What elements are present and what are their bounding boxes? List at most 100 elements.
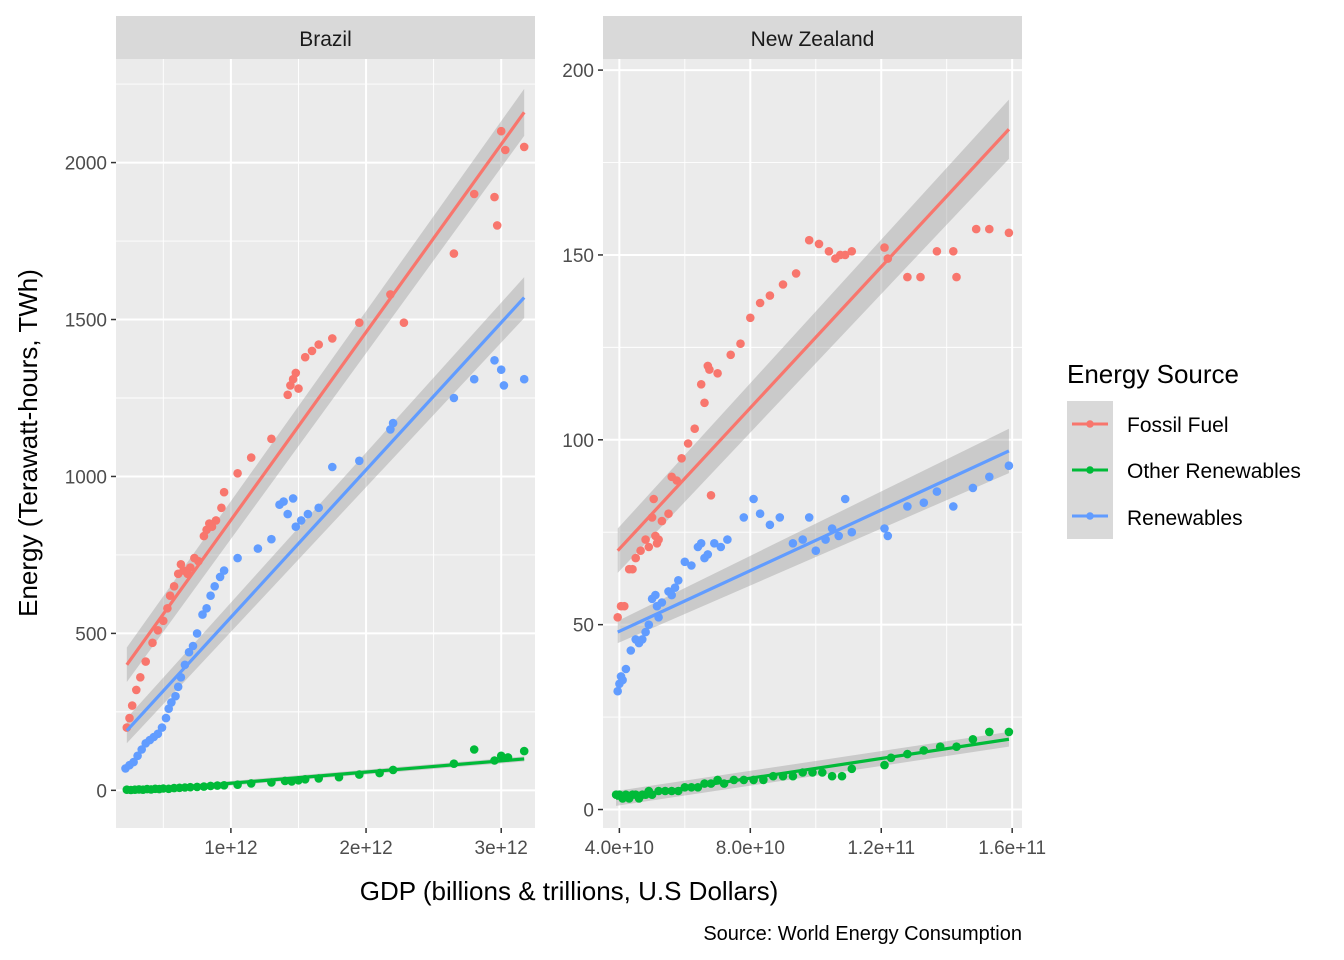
data-point-fossil-fuel bbox=[153, 626, 163, 635]
data-point-fossil-fuel bbox=[804, 235, 814, 245]
x-ticks-brazil: 1e+12 2e+12 3e+12 bbox=[204, 828, 528, 859]
data-point-fossil-fuel bbox=[141, 657, 150, 666]
data-point-fossil-fuel bbox=[916, 272, 925, 282]
data-point-renewables bbox=[388, 418, 398, 428]
data-point-fossil-fuel bbox=[169, 582, 179, 591]
data-point-renewables bbox=[657, 598, 667, 607]
data-point-fossil-fuel bbox=[683, 439, 693, 448]
data-point-fossil-fuel bbox=[880, 243, 889, 252]
data-point-renewables bbox=[949, 502, 958, 511]
y-tick-label: 100 bbox=[562, 431, 594, 452]
trend-line-other-renewables bbox=[615, 737, 1010, 801]
data-point-renewables bbox=[765, 520, 775, 530]
data-point-fossil-fuel bbox=[449, 249, 459, 258]
data-point-fossil-fuel bbox=[291, 368, 301, 378]
data-point-other-renewables bbox=[1004, 727, 1014, 737]
data-point-fossil-fuel bbox=[217, 503, 226, 513]
strip-label-brazil: Brazil bbox=[299, 28, 352, 51]
y-ticks-new-zealand: 0 50 100 150 200 bbox=[562, 61, 603, 822]
data-point-fossil-fuel bbox=[519, 142, 529, 152]
data-point-renewables bbox=[798, 535, 807, 544]
legend-label-renewables: Renewables bbox=[1127, 507, 1243, 530]
data-point-fossil-fuel bbox=[490, 192, 499, 202]
data-point-renewables bbox=[288, 494, 298, 503]
x-tick-label: 3e+12 bbox=[475, 838, 528, 859]
panel-bg-new-zealand bbox=[603, 59, 1022, 828]
data-point-other-renewables bbox=[496, 751, 506, 761]
data-point-renewables bbox=[253, 544, 263, 553]
data-point-renewables bbox=[804, 513, 814, 522]
data-point-other-renewables bbox=[968, 735, 978, 744]
fit-lines-new-zealand bbox=[615, 128, 1011, 801]
data-point-other-renewables bbox=[788, 771, 798, 781]
trend-line-other-renewables bbox=[126, 757, 525, 794]
data-point-renewables bbox=[188, 641, 198, 651]
data-point-fossil-fuel bbox=[657, 516, 667, 526]
data-point-fossil-fuel bbox=[949, 247, 958, 256]
data-point-renewables bbox=[233, 553, 242, 563]
data-point-renewables bbox=[137, 745, 146, 754]
data-point-fossil-fuel bbox=[207, 522, 217, 531]
data-point-renewables bbox=[680, 557, 690, 567]
data-point-renewables bbox=[161, 713, 171, 723]
trend-line-fossil-fuel bbox=[616, 128, 1011, 552]
data-point-fossil-fuel bbox=[165, 591, 175, 600]
data-point-renewables bbox=[184, 647, 194, 657]
data-point-fossil-fuel bbox=[677, 454, 686, 463]
data-point-renewables bbox=[883, 531, 893, 541]
data-point-renewables bbox=[674, 576, 683, 585]
data-point-renewables bbox=[626, 646, 636, 655]
legend-key-point bbox=[1086, 512, 1094, 520]
data-point-fossil-fuel bbox=[355, 318, 364, 328]
data-point-fossil-fuel bbox=[399, 318, 409, 328]
data-point-fossil-fuel bbox=[636, 546, 645, 555]
strip-bg-new-zealand bbox=[603, 16, 1022, 59]
data-point-fossil-fuel bbox=[649, 494, 658, 504]
y-tick-label: 500 bbox=[75, 624, 107, 645]
data-point-fossil-fuel bbox=[219, 487, 229, 497]
data-point-renewables bbox=[968, 483, 978, 493]
data-point-renewables bbox=[519, 374, 529, 384]
trend-line-renewables bbox=[617, 449, 1010, 634]
data-point-other-renewables bbox=[519, 746, 529, 756]
data-point-fossil-fuel bbox=[644, 542, 654, 552]
data-point-fossil-fuel bbox=[654, 535, 663, 544]
data-point-renewables bbox=[710, 539, 719, 548]
data-point-fossil-fuel bbox=[620, 601, 629, 611]
data-point-fossil-fuel bbox=[706, 491, 716, 500]
data-point-fossil-fuel bbox=[664, 509, 673, 518]
data-point-renewables bbox=[788, 539, 798, 548]
x-tick-label: 4.0e+10 bbox=[585, 838, 654, 859]
data-point-renewables bbox=[192, 629, 202, 638]
data-point-fossil-fuel bbox=[148, 638, 157, 648]
data-point-fossil-fuel bbox=[211, 516, 221, 525]
data-point-fossil-fuel bbox=[824, 247, 834, 256]
data-point-renewables bbox=[215, 572, 225, 582]
data-point-renewables bbox=[670, 583, 680, 592]
data-point-fossil-fuel bbox=[696, 380, 706, 389]
data-point-renewables bbox=[847, 527, 857, 537]
data-point-renewables bbox=[1004, 461, 1014, 471]
data-point-renewables bbox=[496, 365, 506, 375]
data-point-renewables bbox=[618, 675, 627, 685]
data-point-other-renewables bbox=[847, 764, 857, 774]
data-point-other-renewables bbox=[837, 771, 847, 781]
data-point-renewables bbox=[834, 531, 843, 541]
data-point-renewables bbox=[811, 546, 821, 555]
data-point-renewables bbox=[314, 503, 324, 513]
data-point-fossil-fuel bbox=[1004, 228, 1014, 238]
data-point-fossil-fuel bbox=[631, 553, 640, 563]
data-point-renewables bbox=[153, 729, 163, 739]
x-tick-label: 1.6e+11 bbox=[978, 838, 1046, 859]
y-tick-label: 0 bbox=[583, 801, 594, 822]
data-point-renewables bbox=[219, 566, 229, 575]
data-point-fossil-fuel bbox=[903, 272, 912, 282]
y-tick-label: 1000 bbox=[65, 467, 107, 488]
data-point-renewables bbox=[749, 494, 758, 504]
data-point-fossil-fuel bbox=[300, 352, 310, 362]
data-point-fossil-fuel bbox=[755, 298, 765, 308]
data-point-renewables bbox=[696, 539, 706, 548]
data-point-renewables bbox=[621, 664, 631, 674]
y-axis-title: Energy (Terawatt-hours, TWh) bbox=[13, 269, 43, 617]
